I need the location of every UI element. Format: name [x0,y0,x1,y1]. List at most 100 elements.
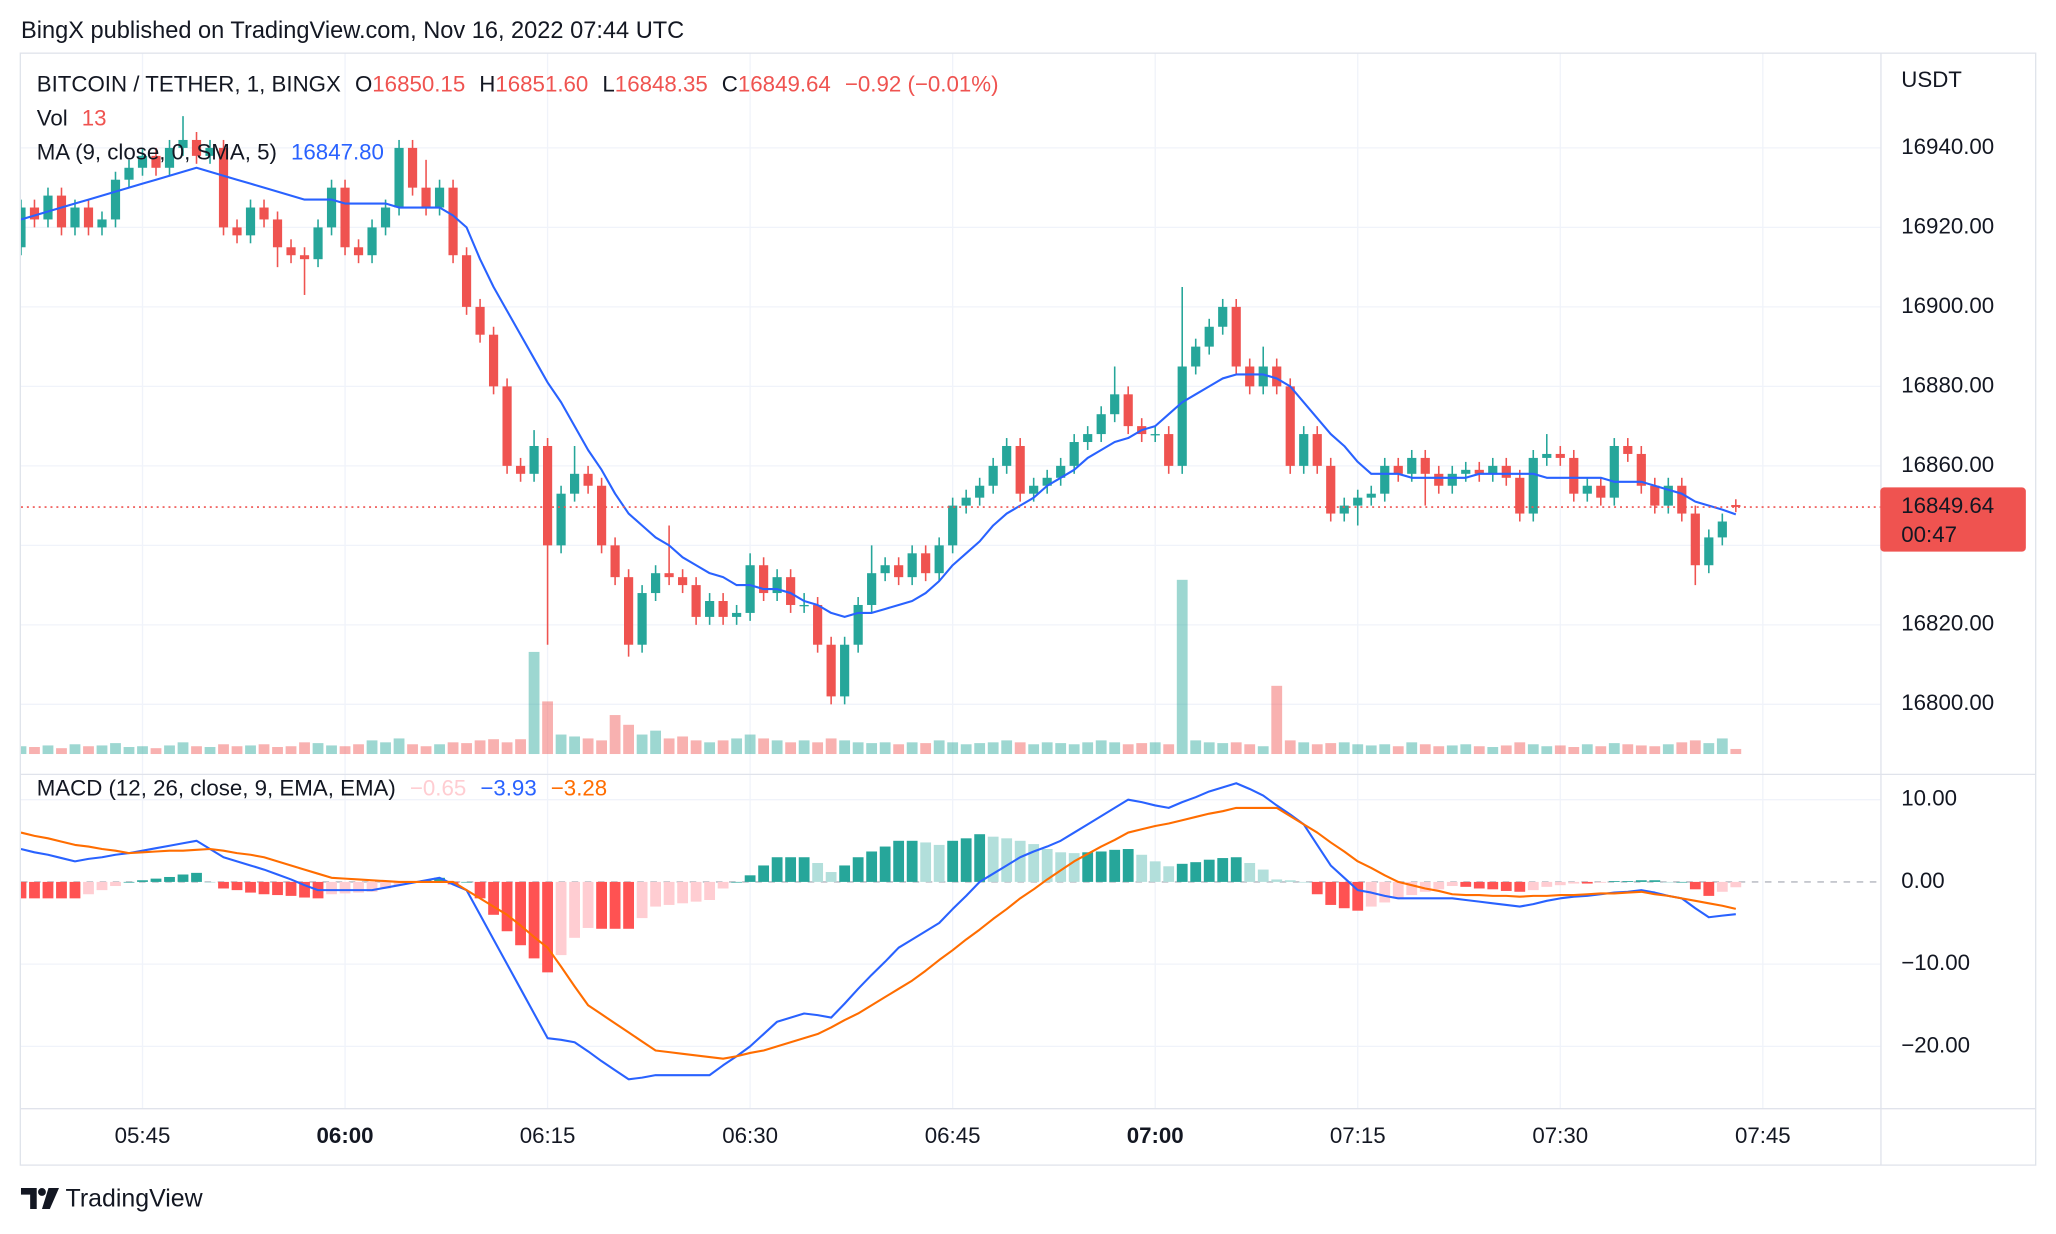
histogram-bar [744,875,756,882]
ohlc-key: C [722,71,738,96]
volume-bar [1271,685,1283,755]
histogram-bar [690,881,702,902]
candle-body [948,505,958,546]
volume-bar [1446,745,1458,755]
histogram-bar [1082,852,1094,882]
volume-bar [947,742,959,755]
volume-bar [515,739,526,755]
histogram-bar [353,881,364,893]
macd-line [20,782,1736,1081]
macd-tick-label: 0.00 [1901,868,1944,893]
volume-bar [744,734,756,755]
candle-body [651,573,661,594]
histogram-bar [1568,881,1580,884]
volume-bar [474,740,486,755]
candle-body [1056,465,1066,478]
macd-tick-label: −20.00 [1901,1032,1970,1057]
histogram-bar [704,881,716,900]
candle-body [1285,386,1295,466]
volume-bar [839,740,851,755]
histogram-bar [906,840,918,882]
candle-body [110,179,121,220]
volume-bar [1176,579,1188,755]
histogram-bar [812,862,824,882]
volume-bar [231,746,243,755]
histogram-bar [1298,881,1310,883]
candle-body [1366,493,1376,498]
histogram-bar [1325,881,1337,905]
histogram-bar [501,881,513,932]
histogram-bar [947,840,959,882]
candle-body [542,445,553,546]
candle-body [745,565,755,613]
histogram-bar [663,881,675,905]
histogram-bar [434,877,445,882]
histogram-bar [1446,881,1458,887]
candle-body [191,139,202,156]
volume-value: 13 [82,105,107,130]
volume-bar [434,744,445,755]
ohlc-value: 16851.60 [495,71,588,96]
histogram-bar [825,872,837,882]
volume-bar [1500,745,1512,755]
volume-bar [569,736,580,755]
histogram-bar [150,878,162,882]
histogram-bar [1190,862,1202,882]
candle-body [799,604,809,607]
volume-name: Vol [37,105,68,130]
candle-body [1191,346,1201,367]
signal-value: −3.28 [551,775,607,800]
candle-body [880,565,890,574]
candle-body [556,493,566,546]
x-tick-label: 07:30 [1532,1123,1588,1148]
volume-bar [1419,744,1431,755]
candle-body [272,219,283,248]
candle-body [286,247,296,256]
histogram-bar [56,881,67,899]
volume-bar [852,742,864,755]
volume-bar [1527,744,1539,755]
symbol: BITCOIN / TETHER, 1, BINGX [37,71,341,96]
volume-bar [29,747,40,755]
histogram-bar [204,881,216,883]
histogram-bar [1527,881,1539,891]
candle-body [1123,394,1133,427]
volume-legend: Vol 13 [37,105,107,130]
volume-bar [204,747,216,755]
histogram-value: −0.65 [410,775,466,800]
candle-body [1083,434,1093,443]
volume-bar [1095,740,1107,755]
histogram-bar [1622,881,1634,882]
candle-body [20,207,26,248]
volume-bar [312,743,324,755]
volume-bar [164,745,175,755]
candle-body [1312,434,1322,466]
histogram-bar [650,881,662,907]
volume-bar [1163,744,1175,755]
volume-bar [393,738,405,755]
candle-body [1299,434,1309,466]
histogram-bar [1014,840,1026,882]
volume-bar [110,743,121,755]
volume-bar [1001,740,1013,755]
volume-bar [245,745,256,755]
volume-bar [407,744,418,755]
histogram-bar [1460,881,1472,887]
volume-bar [596,740,607,755]
histogram-bar [1028,844,1040,882]
histogram-bar [231,881,243,891]
histogram-bar [1662,881,1674,883]
volume-bar [1554,745,1566,755]
candle-body [1258,366,1268,387]
candle-body [218,147,229,228]
candle-body [340,187,350,248]
candle-body [1474,469,1484,474]
volume-bar [1122,744,1134,755]
volume-layer [20,579,1742,755]
histogram-bar [83,881,94,895]
histogram-bar [461,881,472,883]
histogram-bar [218,881,229,889]
macd-value: −3.93 [480,775,536,800]
histogram-bar [272,881,283,896]
volume-bar [1325,743,1337,755]
